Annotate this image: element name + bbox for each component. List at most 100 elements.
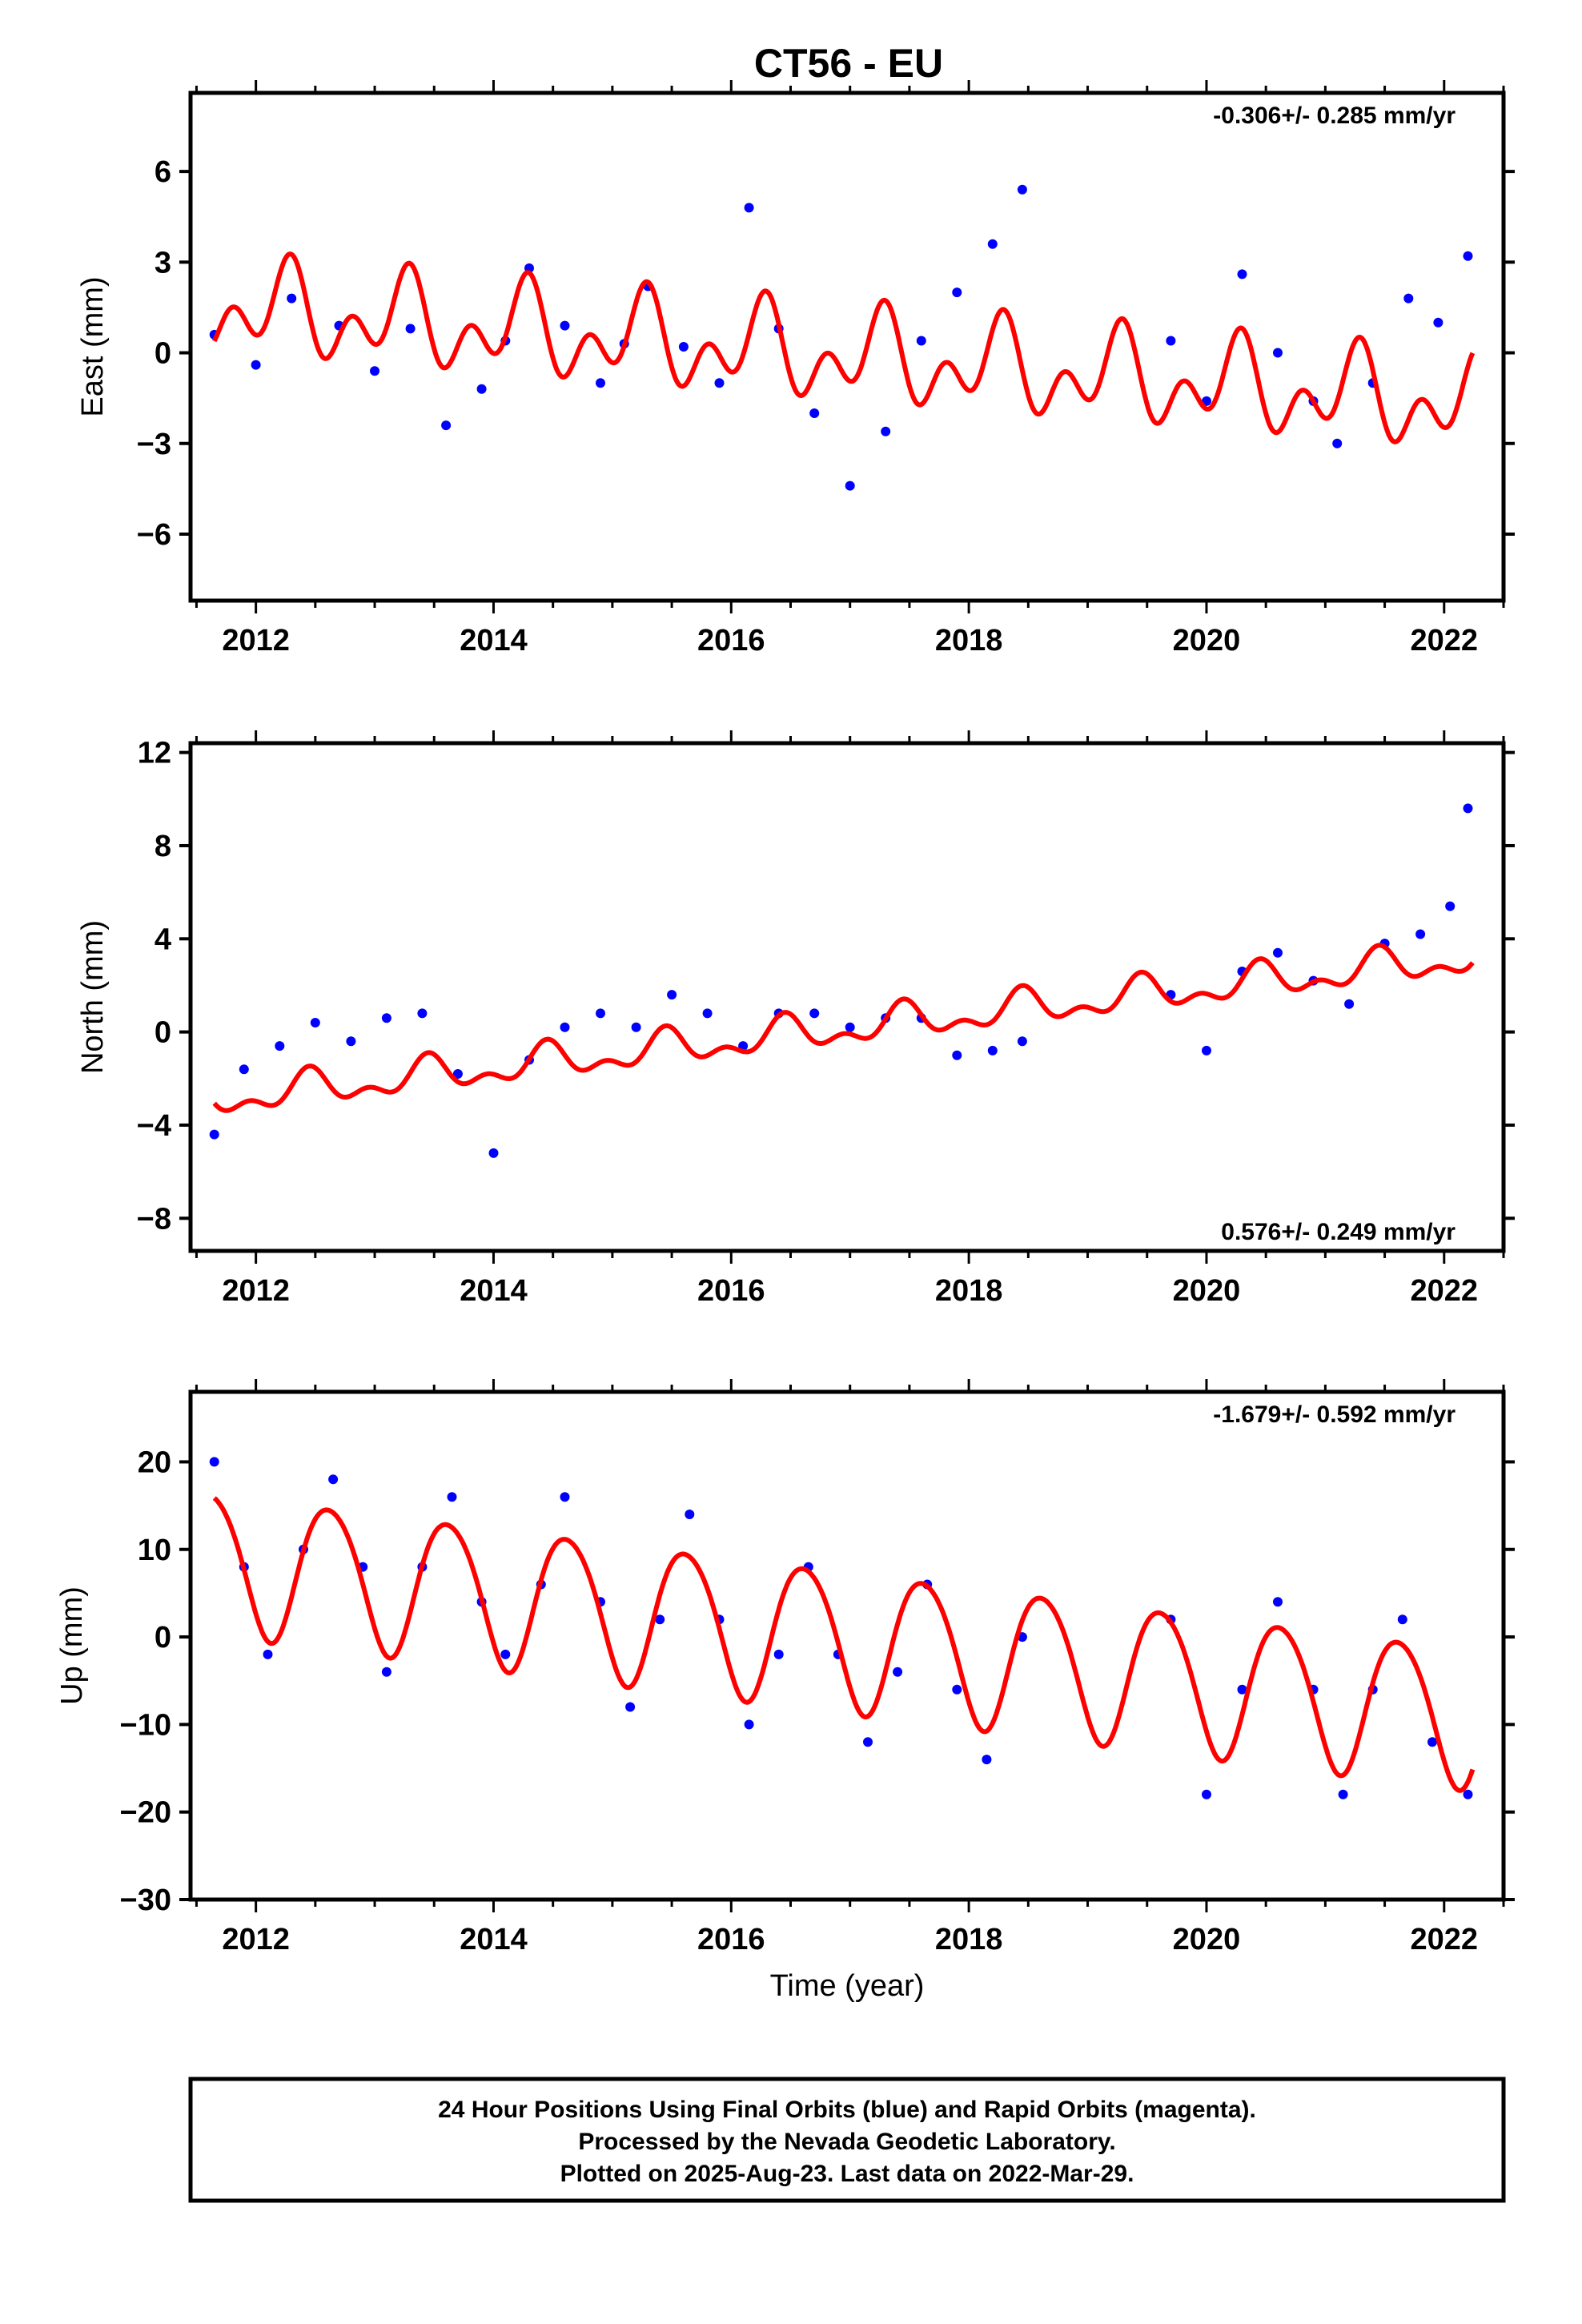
north-observation-25 (1202, 1045, 1211, 1055)
up-x-tick-label-1: 2014 (460, 1923, 528, 1956)
north-y-tick-label-1: −4 (137, 1109, 171, 1143)
north-observation-8 (488, 1148, 499, 1158)
north-observation-33 (1463, 803, 1473, 814)
north-x-axis: 2012 2014 2016 2018 2020 2022 (195, 730, 1505, 1308)
north-observation-14 (702, 1008, 713, 1019)
up-x-tick-label-0: 2012 (222, 1923, 290, 1956)
north-x-tick-label-5: 2022 (1411, 1274, 1479, 1308)
east-observation-25 (1166, 336, 1176, 346)
north-y-axis: −8 −4 0 4 8 12 (137, 737, 1515, 1236)
up-observation-15 (655, 1614, 665, 1625)
north-frame (188, 741, 1506, 1253)
east-x-tick-label-3: 2018 (935, 624, 1003, 657)
north-y-tick-label-5: 12 (138, 737, 171, 770)
east-y-axis: −6 −3 0 3 6 (137, 155, 1515, 552)
east-observation-1 (251, 360, 261, 370)
up-observation-37 (1463, 1789, 1473, 1799)
up-frame (188, 1389, 1506, 1902)
up-observation-31 (1273, 1597, 1283, 1607)
up-x-tick-label-5: 2022 (1411, 1923, 1479, 1956)
up-y-axis: −30 −20 −10 0 10 20 (120, 1445, 1515, 1917)
up-x-axis: 2012 2014 2016 2018 2020 2022 (195, 1379, 1505, 1956)
east-observation-32 (1403, 293, 1414, 304)
up-observation-22 (863, 1737, 873, 1747)
north-observation-2 (275, 1041, 285, 1051)
up-x-tick-label-2: 2016 (697, 1923, 765, 1956)
east-observation-4 (370, 366, 379, 376)
east-observation-7 (476, 384, 487, 394)
north-rate-label: 0.576+/- 0.249 mm/yr (1221, 1219, 1456, 1245)
east-x-tick-label-0: 2012 (222, 624, 290, 657)
up-y-tick-label-5: 20 (138, 1445, 171, 1479)
x-axis-label: Time (year) (770, 1969, 925, 2003)
up-model-curve (212, 1496, 1476, 1793)
north-observation-10 (560, 1022, 570, 1032)
footer-frame (188, 2077, 1506, 2203)
north-model-curve (212, 943, 1475, 1113)
up-y-tick-label-4: 10 (138, 1534, 171, 1567)
footer-box: 24 Hour Positions Using Final Orbits (bl… (188, 2077, 1506, 2203)
north-plot-area (209, 803, 1475, 1158)
up-observation-23 (893, 1667, 903, 1677)
footer-line-2: Processed by the Nevada Geodetic Laborat… (578, 2129, 1115, 2155)
east-x-tick-label-2: 2016 (697, 624, 765, 657)
east-model-curve (211, 251, 1476, 444)
up-rate-label: -1.679+/- 0.592 mm/yr (1213, 1401, 1456, 1428)
east-observation-16 (744, 203, 754, 213)
east-observation-11 (596, 378, 605, 388)
east-observation-6 (441, 420, 452, 431)
east-x-tick-label-4: 2020 (1173, 624, 1241, 657)
east-observation-26 (1202, 396, 1211, 406)
east-rate-label: -0.306+/- 0.285 mm/yr (1213, 103, 1456, 129)
east-observation-10 (560, 320, 570, 331)
east-y-tick-label-0: −6 (137, 518, 171, 552)
up-y-tick-label-3: 0 (155, 1621, 171, 1655)
north-observation-18 (845, 1022, 855, 1032)
east-observation-21 (916, 336, 926, 346)
east-observation-14 (678, 342, 689, 352)
up-observation-4 (328, 1474, 339, 1485)
east-x-tick-label-1: 2014 (460, 624, 528, 657)
east-y-tick-label-2: 0 (155, 337, 171, 371)
north-y-axis-label: North (mm) (76, 920, 110, 1074)
north-observation-21 (952, 1050, 962, 1060)
east-x-tick-label-5: 2022 (1411, 624, 1479, 657)
north-observation-0 (209, 1129, 219, 1140)
east-observation-34 (1463, 251, 1473, 261)
east-observation-22 (952, 287, 962, 298)
north-y-tick-label-4: 8 (155, 830, 171, 863)
north-observation-4 (346, 1036, 356, 1047)
north-observation-31 (1415, 929, 1426, 939)
up-observation-36 (1427, 1737, 1437, 1747)
east-x-axis: 2012 2014 2016 2018 2020 2022 (195, 80, 1505, 657)
up-observation-26 (982, 1755, 992, 1765)
up-observation-12 (560, 1492, 570, 1502)
east-observation-2 (287, 293, 297, 304)
up-observation-30 (1237, 1684, 1247, 1695)
north-observation-6 (417, 1008, 428, 1019)
up-y-tick-label-2: −10 (120, 1708, 171, 1742)
panel-north: −8 −4 0 4 8 12 2012 2014 2016 2018 2020 2022 North… (76, 730, 1515, 1308)
east-frame (188, 90, 1506, 603)
up-observation-16 (685, 1510, 695, 1519)
up-observation-8 (447, 1492, 457, 1502)
up-observation-14 (625, 1702, 636, 1712)
north-observation-7 (452, 1069, 463, 1079)
north-x-tick-label-1: 2014 (460, 1274, 528, 1308)
north-observation-17 (809, 1008, 820, 1019)
north-x-tick-label-0: 2012 (222, 1274, 290, 1308)
up-observation-10 (500, 1649, 511, 1659)
up-observation-6 (381, 1667, 391, 1677)
up-observation-25 (952, 1684, 962, 1695)
north-y-tick-label-2: 0 (155, 1016, 171, 1050)
up-observation-35 (1397, 1614, 1407, 1625)
east-observation-5 (405, 324, 416, 334)
footer-line-1: 24 Hour Positions Using Final Orbits (bl… (438, 2097, 1256, 2123)
north-observation-22 (987, 1045, 998, 1055)
up-plot-area (209, 1457, 1476, 1799)
north-y-tick-label-3: 4 (155, 923, 171, 956)
up-y-tick-label-0: −30 (120, 1884, 171, 1917)
east-observation-28 (1273, 348, 1283, 358)
